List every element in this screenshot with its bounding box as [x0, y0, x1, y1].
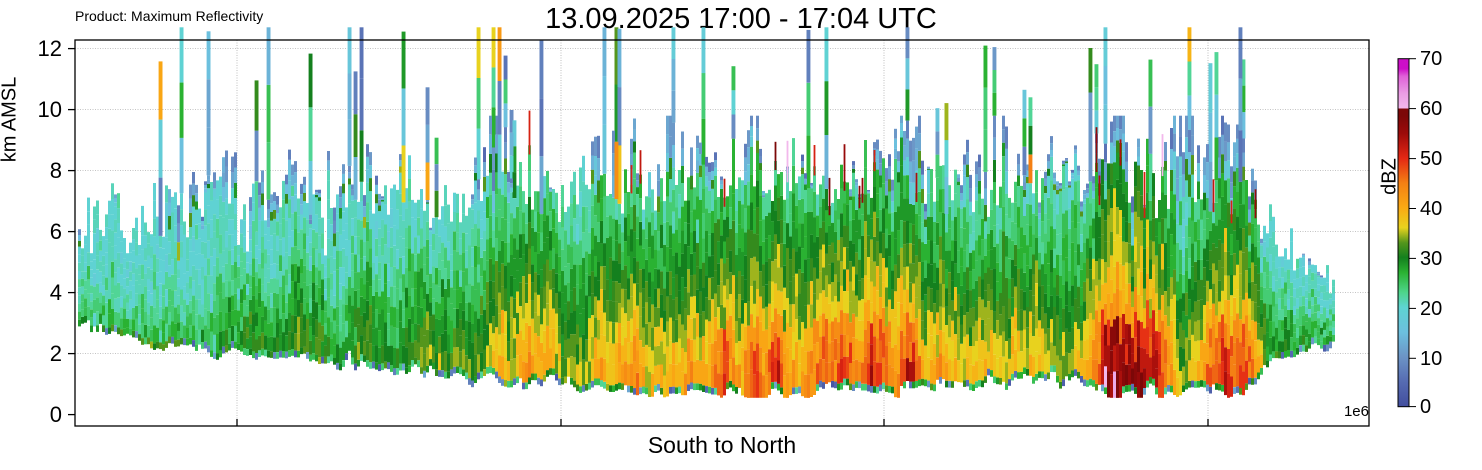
svg-text:40: 40 — [1420, 198, 1442, 220]
svg-text:30: 30 — [1420, 248, 1442, 270]
svg-text:2: 2 — [50, 341, 62, 366]
svg-text:0: 0 — [1420, 396, 1431, 418]
svg-text:12: 12 — [38, 36, 62, 61]
svg-text:10: 10 — [1420, 348, 1442, 370]
svg-text:6: 6 — [50, 219, 62, 244]
svg-text:60: 60 — [1420, 98, 1442, 120]
svg-text:4: 4 — [50, 280, 62, 305]
svg-text:20: 20 — [1420, 298, 1442, 320]
svg-text:70: 70 — [1420, 48, 1442, 70]
svg-text:8: 8 — [50, 158, 62, 183]
svg-text:10: 10 — [38, 97, 62, 122]
svg-text:50: 50 — [1420, 148, 1442, 170]
svg-text:1e6: 1e6 — [1344, 403, 1369, 420]
svg-text:0: 0 — [50, 402, 62, 427]
